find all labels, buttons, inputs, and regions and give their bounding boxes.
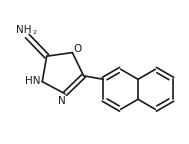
Text: HN: HN	[26, 76, 41, 86]
Text: N: N	[58, 96, 66, 106]
Text: $_2$: $_2$	[32, 28, 37, 37]
Text: NH: NH	[15, 25, 31, 35]
Text: O: O	[73, 44, 81, 54]
